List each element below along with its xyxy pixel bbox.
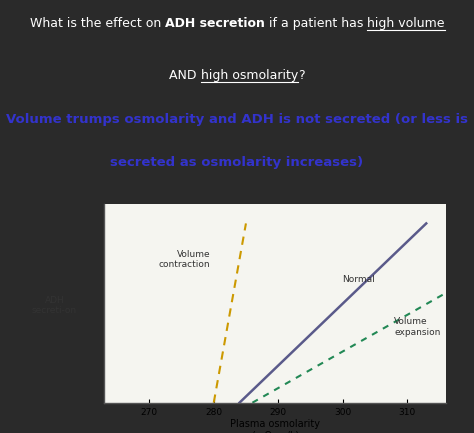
Text: ADH
secreti­on: ADH secreti­on [32, 296, 77, 315]
Text: ADH secretion: ADH secretion [165, 17, 264, 30]
Text: Volume
expansion: Volume expansion [394, 317, 440, 337]
Text: Volume
contraction: Volume contraction [159, 249, 210, 269]
Text: What is the effect on: What is the effect on [29, 17, 165, 30]
Text: AND: AND [169, 69, 201, 82]
Text: Volume trumps osmolarity and ADH is not secreted (or less is: Volume trumps osmolarity and ADH is not … [6, 113, 468, 126]
Text: secreted as osmolarity increases): secreted as osmolarity increases) [110, 156, 364, 169]
Text: Normal: Normal [343, 275, 375, 284]
Text: high volume: high volume [367, 17, 445, 30]
X-axis label: Plasma osmolarity
(mOsm/L): Plasma osmolarity (mOsm/L) [230, 419, 320, 433]
Text: if a patient has: if a patient has [264, 17, 367, 30]
Text: ?: ? [298, 69, 305, 82]
Text: high osmolarity: high osmolarity [201, 69, 298, 82]
